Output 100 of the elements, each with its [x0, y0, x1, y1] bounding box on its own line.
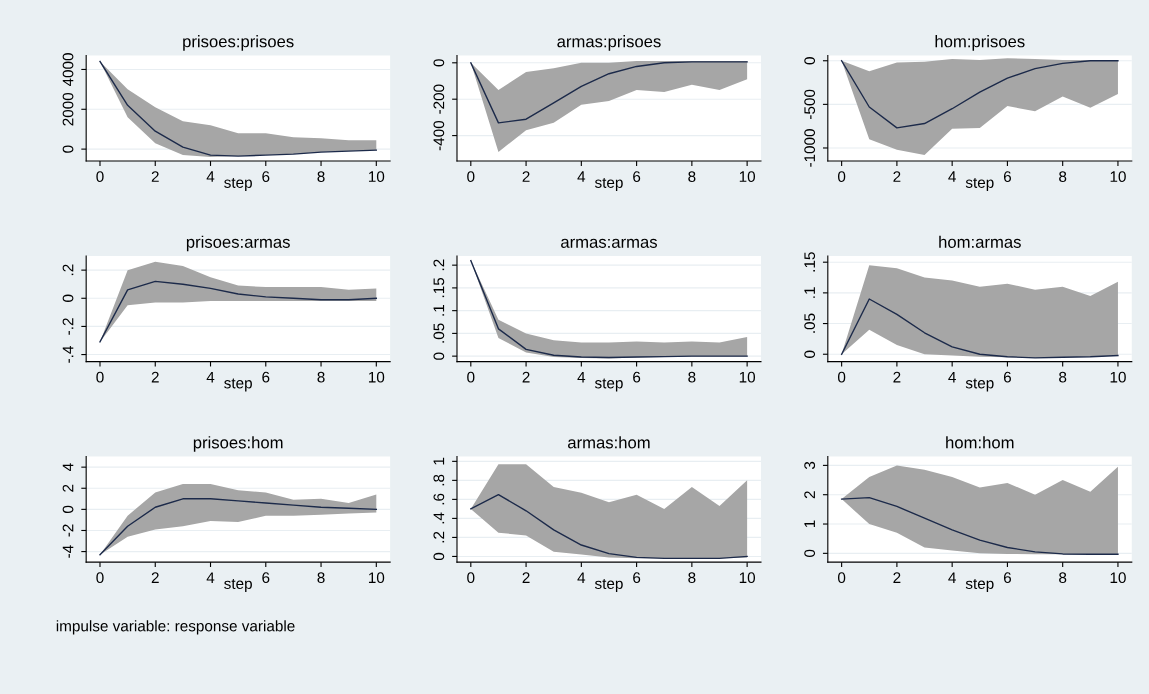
y-tick-label: 2 — [62, 484, 74, 492]
x-tick-label: 0 — [467, 371, 475, 383]
y-tick-label: 0 — [433, 352, 445, 360]
x-tick-label: 8 — [1059, 572, 1067, 584]
x-tick-label: 6 — [1003, 371, 1011, 383]
x-axis-title: step — [594, 177, 623, 191]
x-tick-label: 4 — [577, 572, 586, 583]
x-tick-label: 8 — [688, 371, 696, 383]
x-tick-label: 4 — [577, 171, 586, 182]
x-tick-label: 8 — [1059, 371, 1067, 383]
chart-title: armas:armas — [561, 238, 657, 248]
y-tick-label: .15 — [804, 252, 816, 272]
x-tick-label: 6 — [262, 371, 270, 383]
x-tick-label: 0 — [96, 371, 104, 383]
x-tick-label: 4 — [206, 371, 215, 383]
line-series — [99, 498, 378, 556]
x-tick-label: 10 — [1110, 171, 1126, 183]
x-tick-label: 6 — [1003, 572, 1011, 584]
x-tick-label: 2 — [893, 371, 901, 383]
y-tick-label: 0 — [62, 145, 74, 153]
y-tick-label: .05 — [433, 323, 445, 343]
x-axis-title: step — [224, 177, 252, 191]
line-series — [840, 496, 1119, 555]
x-axis-title: step — [965, 578, 994, 593]
y-tick-label: -1000 — [804, 129, 816, 167]
y-tick-label: 3 — [804, 461, 816, 470]
y-tick-label: 0 — [804, 549, 816, 557]
x-tick-label: 10 — [1110, 371, 1126, 383]
y-tick-label: .1 — [433, 305, 445, 316]
y-tick-label: 4 — [62, 463, 74, 472]
x-axis-title: step — [224, 578, 252, 593]
x-tick-label: 2 — [151, 171, 159, 182]
x-tick-label: 4 — [206, 572, 215, 583]
y-tick-label: 1 — [804, 520, 815, 528]
text: impulse variable: response variable — [56, 620, 295, 635]
y-tick-label: .2 — [433, 531, 445, 543]
x-tick-label: 10 — [739, 572, 756, 584]
y-tick-label: 0 — [62, 294, 74, 302]
x-axis-title: step — [965, 378, 994, 392]
line-series — [840, 298, 1119, 359]
x-axis-title: step — [224, 378, 252, 392]
chart-title: prisoes:hom — [193, 436, 283, 452]
chart-title: hom:hom — [946, 436, 1014, 449]
x-tick-label: 8 — [317, 371, 325, 383]
line-series — [840, 60, 1119, 129]
line-series — [470, 493, 748, 560]
x-tick-label: 6 — [1003, 171, 1011, 183]
x-tick-label: 8 — [317, 171, 325, 183]
x-tick-label: 10 — [739, 371, 756, 383]
y-tick-label: -.4 — [62, 346, 74, 363]
x-tick-label: 6 — [262, 171, 270, 183]
x-tick-label: 8 — [688, 171, 696, 183]
y-tick-label: .05 — [804, 313, 816, 333]
y-tick-label: 0 — [433, 552, 445, 561]
chart-title: armas:hom — [568, 436, 650, 449]
x-tick-label: 4 — [206, 171, 215, 182]
x-tick-label: 0 — [467, 572, 475, 584]
y-tick-label: .2 — [62, 264, 74, 276]
x-tick-label: 8 — [1059, 171, 1067, 183]
x-tick-label: 6 — [633, 572, 641, 584]
x-tick-label: 8 — [317, 572, 325, 584]
y-tick-label: .4 — [433, 512, 445, 524]
y-tick-label: 0 — [433, 59, 445, 67]
y-tick-label: .6 — [433, 493, 445, 505]
y-tick-label: .1 — [804, 287, 815, 298]
x-tick-label: 10 — [368, 171, 385, 183]
x-tick-label: 6 — [633, 171, 641, 183]
x-tick-label: 0 — [96, 171, 104, 183]
y-tick-label: 2 — [804, 491, 815, 499]
chart-title: hom:prisoes — [935, 35, 1025, 51]
x-tick-label: 10 — [739, 171, 756, 183]
y-tick-label: 0 — [804, 57, 816, 65]
x-tick-label: 8 — [688, 572, 696, 584]
x-tick-label: 10 — [1110, 572, 1126, 584]
y-tick-label: -400 — [433, 120, 445, 151]
x-tick-label: 10 — [368, 572, 385, 584]
x-axis-title: step — [594, 578, 623, 593]
x-tick-label: 6 — [633, 371, 641, 383]
x-tick-label: 2 — [151, 371, 159, 383]
y-tick-label: -2 — [62, 524, 74, 537]
y-tick-label: -4 — [62, 545, 74, 558]
x-axis-title: step — [965, 177, 994, 191]
x-tick-label: 6 — [262, 572, 270, 584]
x-tick-label: 0 — [467, 171, 475, 183]
chart-title: armas:prisoes — [557, 35, 661, 51]
x-tick-label: 2 — [522, 572, 530, 583]
x-tick-label: 2 — [522, 171, 530, 182]
x-tick-label: 4 — [577, 371, 586, 383]
x-tick-label: 10 — [368, 371, 385, 383]
x-tick-label: 0 — [837, 171, 846, 183]
x-tick-label: 2 — [893, 171, 901, 182]
x-tick-label: 2 — [522, 371, 530, 383]
chart-title: prisoes:armas — [186, 235, 290, 252]
y-tick-label: .2 — [433, 259, 445, 271]
y-tick-label: -500 — [804, 89, 816, 119]
chart-title: prisoes:prisoes — [183, 35, 294, 51]
y-tick-label: 1 — [433, 457, 445, 465]
chart-title: hom:armas — [939, 235, 1021, 248]
y-tick-label: -200 — [433, 84, 445, 114]
y-tick-label: 0 — [804, 350, 816, 358]
